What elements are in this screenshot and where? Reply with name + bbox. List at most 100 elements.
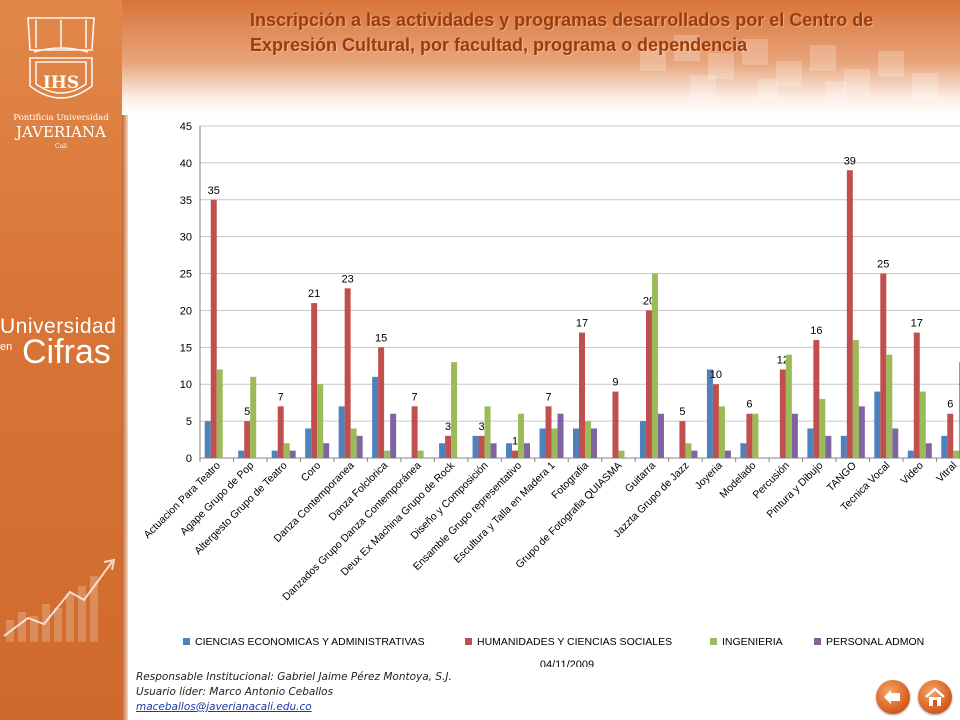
bar bbox=[579, 332, 585, 458]
x-tick-label: Danza Folclorica bbox=[326, 460, 390, 524]
y-tick-label: 10 bbox=[180, 379, 192, 391]
bar bbox=[417, 450, 424, 458]
bar bbox=[238, 450, 245, 458]
bar bbox=[439, 443, 446, 458]
y-tick-label: 25 bbox=[180, 269, 192, 281]
bar bbox=[311, 303, 318, 458]
footer-responsible: Responsable Institucional: Gabriel Jaime… bbox=[136, 671, 452, 683]
bar bbox=[852, 339, 859, 458]
bar bbox=[880, 273, 887, 458]
y-tick-label: 40 bbox=[180, 158, 192, 170]
bar bbox=[657, 413, 664, 458]
bar bbox=[591, 428, 597, 458]
y-tick-label: 15 bbox=[180, 342, 192, 354]
title-line1: Inscripción a las actividades y programa… bbox=[250, 10, 874, 30]
home-icon bbox=[925, 687, 945, 706]
bar bbox=[639, 421, 646, 458]
bar bbox=[807, 428, 814, 458]
bar bbox=[941, 435, 948, 458]
bar bbox=[819, 398, 826, 458]
data-label: 23 bbox=[342, 273, 354, 285]
y-tick-label: 5 bbox=[186, 416, 192, 428]
data-label: 9 bbox=[612, 377, 618, 389]
bar bbox=[344, 288, 351, 458]
bar bbox=[350, 428, 357, 458]
bar bbox=[317, 384, 324, 458]
home-button[interactable] bbox=[918, 680, 952, 714]
brand-line1: Universidad bbox=[0, 315, 117, 338]
x-tick-label: Joyeria bbox=[693, 460, 726, 493]
data-label: 3 bbox=[479, 421, 485, 433]
footer-leader: Usuario líder: Marco Antonio Ceballos bbox=[136, 686, 334, 698]
legend-swatch bbox=[465, 638, 472, 645]
legend-label: INGENIERIA bbox=[722, 636, 783, 648]
data-label: 7 bbox=[412, 391, 418, 403]
bar bbox=[752, 413, 759, 458]
y-tick-label: 35 bbox=[180, 195, 192, 207]
bar bbox=[712, 384, 719, 458]
bar bbox=[846, 170, 853, 458]
bar bbox=[573, 428, 579, 458]
bar bbox=[338, 406, 345, 458]
logo-line2: JAVERIANA bbox=[14, 123, 106, 141]
data-label: 15 bbox=[375, 332, 387, 344]
header-banner bbox=[122, 0, 960, 115]
bar bbox=[277, 406, 284, 458]
bar bbox=[724, 450, 731, 458]
bar bbox=[718, 406, 725, 458]
bar bbox=[518, 413, 525, 458]
bar bbox=[892, 428, 899, 458]
bar bbox=[289, 450, 296, 458]
arrow-left-icon bbox=[884, 690, 900, 704]
data-label: 10 bbox=[710, 369, 722, 381]
data-label: 7 bbox=[278, 391, 284, 403]
bar bbox=[612, 391, 619, 458]
title-line2: Expresión Cultural, por facultad, progra… bbox=[250, 35, 748, 55]
bar bbox=[551, 428, 558, 458]
bar bbox=[947, 413, 954, 458]
legend-label: CIENCIAS ECONOMICAS Y ADMINISTRATIVAS bbox=[195, 636, 425, 648]
bar bbox=[874, 391, 881, 458]
bar bbox=[557, 413, 564, 458]
bar bbox=[746, 413, 753, 458]
bar bbox=[925, 443, 932, 458]
data-label: 7 bbox=[545, 391, 551, 403]
y-tick-label: 20 bbox=[180, 305, 192, 317]
trend-arrow-icon bbox=[3, 558, 116, 642]
bar bbox=[618, 450, 625, 458]
bar bbox=[378, 347, 385, 458]
bar bbox=[685, 443, 692, 458]
brand-line3: Cifras bbox=[22, 333, 111, 371]
data-label: 17 bbox=[576, 318, 588, 330]
bar bbox=[813, 339, 820, 458]
bar bbox=[506, 443, 513, 458]
sidebar-panel: IHS Pontificia Universidad JAVERIANA Cal… bbox=[0, 0, 122, 720]
data-label: 5 bbox=[244, 406, 250, 418]
data-label: 16 bbox=[810, 325, 822, 337]
bar bbox=[779, 369, 786, 458]
bar bbox=[210, 199, 217, 458]
bar bbox=[451, 362, 458, 458]
logo-monogram: IHS bbox=[43, 73, 79, 93]
bar bbox=[919, 391, 926, 458]
bar bbox=[840, 435, 847, 458]
bar bbox=[472, 435, 479, 458]
bar bbox=[372, 376, 379, 458]
brand-line2: en bbox=[0, 341, 13, 353]
email-link[interactable]: maceballos@javerianacali.edu.co bbox=[136, 701, 312, 713]
bar bbox=[913, 332, 920, 458]
bar bbox=[512, 450, 519, 458]
page-title: Inscripción a las actividades y programa… bbox=[250, 8, 960, 58]
x-tick-label: Vitral bbox=[934, 460, 959, 485]
back-button[interactable] bbox=[876, 680, 910, 714]
bar bbox=[691, 450, 698, 458]
data-label: 3 bbox=[445, 421, 451, 433]
logo-line1: Pontificia Universidad bbox=[13, 113, 109, 123]
data-label: 25 bbox=[877, 259, 889, 271]
bar bbox=[785, 354, 792, 458]
bar bbox=[445, 435, 452, 458]
bar bbox=[545, 406, 552, 458]
x-tick-label: Danzados Grupo Danza Contemporánea bbox=[280, 460, 424, 604]
legend-swatch bbox=[183, 638, 190, 645]
